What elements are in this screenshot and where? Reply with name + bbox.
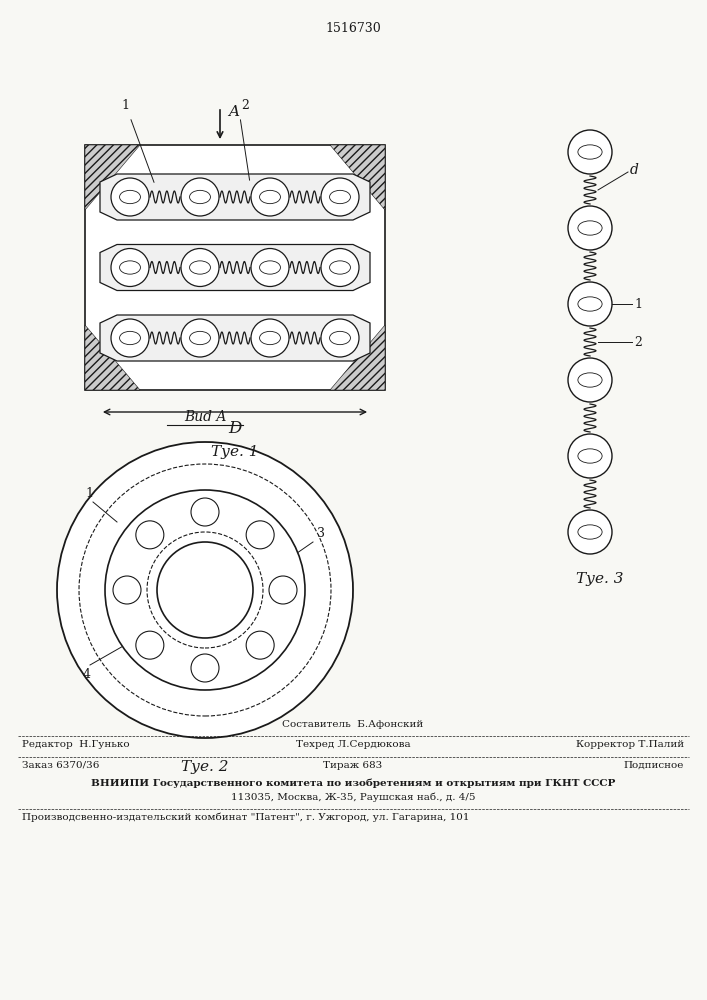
Text: 1: 1 <box>85 487 93 500</box>
Circle shape <box>136 631 164 659</box>
Circle shape <box>568 130 612 174</box>
Text: 113035, Москва, Ж-35, Раушская наб., д. 4/5: 113035, Москва, Ж-35, Раушская наб., д. … <box>230 792 475 802</box>
Circle shape <box>181 178 219 216</box>
Circle shape <box>246 521 274 549</box>
Text: Τуе. 2: Τуе. 2 <box>181 760 229 774</box>
Text: Bud A: Bud A <box>184 410 226 424</box>
Polygon shape <box>100 315 370 361</box>
Circle shape <box>568 358 612 402</box>
Bar <box>85 145 385 390</box>
Polygon shape <box>330 325 385 390</box>
Circle shape <box>113 576 141 604</box>
Polygon shape <box>100 244 370 290</box>
Text: Подписное: Подписное <box>624 761 684 770</box>
Text: 3: 3 <box>317 527 325 540</box>
Text: D: D <box>213 570 226 584</box>
Circle shape <box>111 319 149 357</box>
Circle shape <box>251 248 289 286</box>
Circle shape <box>136 521 164 549</box>
Circle shape <box>246 631 274 659</box>
Circle shape <box>191 498 219 526</box>
Circle shape <box>181 248 219 286</box>
Text: D: D <box>228 420 242 437</box>
Circle shape <box>321 319 359 357</box>
Circle shape <box>251 178 289 216</box>
Circle shape <box>251 319 289 357</box>
Circle shape <box>111 248 149 286</box>
Text: ВНИИПИ Государственного комитета по изобретениям и открытиям при ГКНТ СССР: ВНИИПИ Государственного комитета по изоб… <box>90 779 615 788</box>
Text: Корректор Т.Палий: Корректор Т.Палий <box>576 740 684 749</box>
Text: A: A <box>228 105 239 119</box>
Text: 2: 2 <box>241 99 249 112</box>
Circle shape <box>321 248 359 286</box>
Text: 1: 1 <box>634 298 642 310</box>
Circle shape <box>57 442 353 738</box>
Polygon shape <box>330 145 385 210</box>
Text: 1: 1 <box>121 99 129 112</box>
Text: Составитель  Б.Афонский: Составитель Б.Афонский <box>282 720 423 729</box>
Circle shape <box>568 510 612 554</box>
Circle shape <box>568 206 612 250</box>
Text: 2: 2 <box>634 336 642 349</box>
Circle shape <box>191 654 219 682</box>
Text: 1516730: 1516730 <box>325 22 381 35</box>
Circle shape <box>321 178 359 216</box>
Circle shape <box>269 576 297 604</box>
Polygon shape <box>85 145 140 210</box>
Text: Τуе. 3: Τуе. 3 <box>576 572 624 586</box>
Text: Производсвенно-издательский комбинат "Патент", г. Ужгород, ул. Гагарина, 101: Производсвенно-издательский комбинат "Па… <box>22 813 469 822</box>
Text: Τуе. 1: Τуе. 1 <box>211 445 259 459</box>
Text: Заказ 6370/36: Заказ 6370/36 <box>22 761 100 770</box>
Text: d: d <box>630 163 639 177</box>
Text: Тираж 683: Тираж 683 <box>323 761 382 770</box>
Text: Редактор  Н.Гунько: Редактор Н.Гунько <box>22 740 129 749</box>
Polygon shape <box>85 325 140 390</box>
Circle shape <box>568 434 612 478</box>
Circle shape <box>105 490 305 690</box>
Circle shape <box>111 178 149 216</box>
Text: Техред Л.Сердюкова: Техред Л.Сердюкова <box>296 740 410 749</box>
Circle shape <box>157 542 253 638</box>
Circle shape <box>181 319 219 357</box>
Circle shape <box>568 282 612 326</box>
Polygon shape <box>100 174 370 220</box>
Text: 4: 4 <box>83 668 91 681</box>
